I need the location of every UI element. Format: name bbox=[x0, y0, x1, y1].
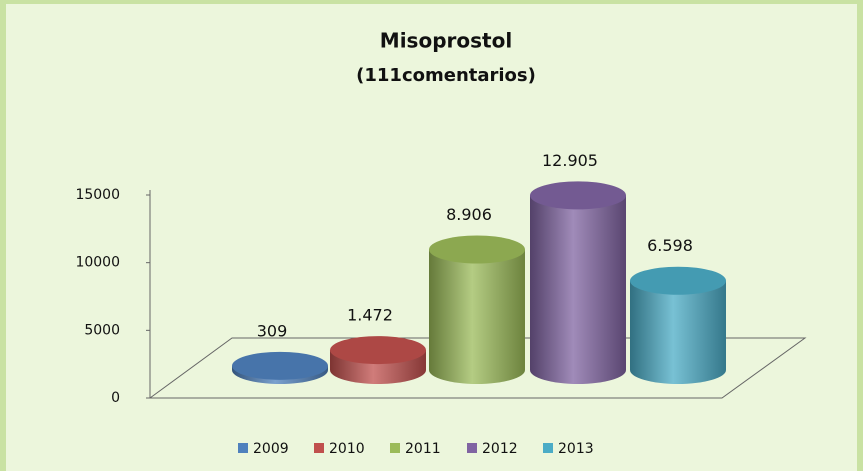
y-tick-label: 10000 bbox=[75, 255, 120, 271]
y-tick-label: 5000 bbox=[84, 322, 120, 338]
floor bbox=[148, 337, 807, 399]
value-label: 12.905 bbox=[542, 151, 598, 170]
y-tick-label: 0 bbox=[111, 390, 120, 406]
bar bbox=[530, 195, 626, 384]
legend-swatch bbox=[238, 443, 248, 453]
value-label: 6.598 bbox=[647, 236, 693, 255]
legend-label: 2013 bbox=[558, 441, 594, 457]
value-label: 8.906 bbox=[446, 205, 492, 224]
chart-title: Misoprostol bbox=[380, 29, 512, 53]
chart-subtitle: (111comentarios) bbox=[356, 65, 536, 86]
bar-top bbox=[330, 336, 426, 365]
bar bbox=[630, 280, 726, 384]
legend-label: 2009 bbox=[253, 441, 289, 457]
value-label: 1.472 bbox=[347, 306, 393, 325]
bar bbox=[429, 249, 525, 384]
background bbox=[6, 4, 857, 471]
legend-label: 2010 bbox=[329, 441, 365, 457]
legend-swatch bbox=[543, 443, 553, 453]
bar-top bbox=[630, 266, 726, 295]
y-tick-label: 15000 bbox=[75, 187, 120, 203]
legend-label: 2012 bbox=[482, 441, 518, 457]
legend-swatch bbox=[314, 443, 324, 453]
bar-top bbox=[232, 351, 328, 380]
legend-swatch bbox=[467, 443, 477, 453]
bar-top bbox=[429, 235, 525, 264]
legend-swatch bbox=[390, 443, 400, 453]
legend-label: 2011 bbox=[405, 441, 441, 457]
value-label: 309 bbox=[257, 321, 288, 340]
bar-top bbox=[530, 181, 626, 210]
